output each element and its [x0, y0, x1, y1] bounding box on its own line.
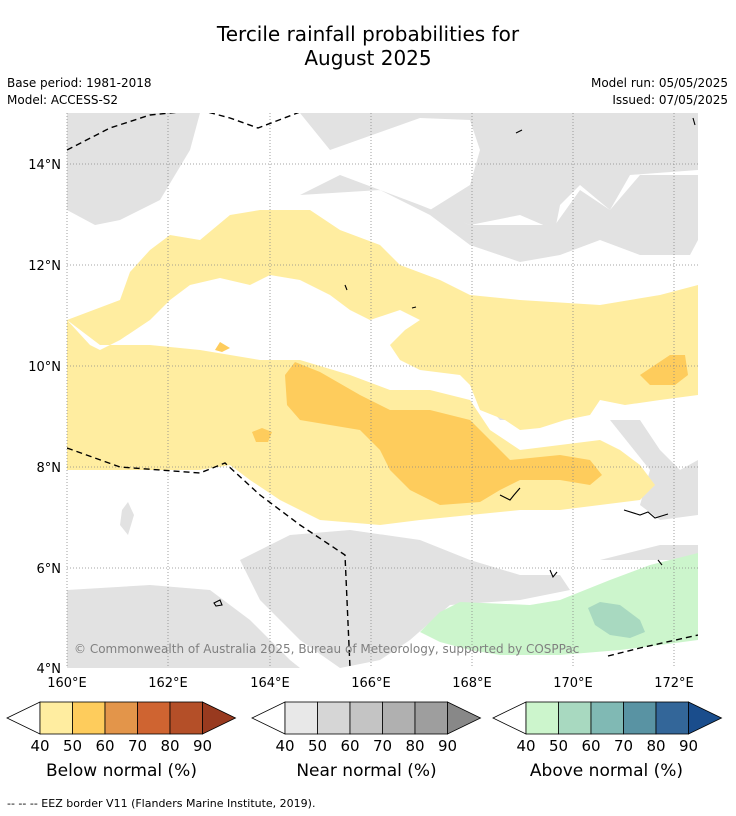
island-outlines: [213, 117, 696, 607]
lat-label-8: 8°N: [37, 461, 62, 476]
eez-footnote: -- -- -- EEZ border V11 (Flanders Marine…: [7, 797, 316, 810]
lon-label-164: 164°E: [250, 676, 290, 690]
below-normal-50-patch-small: [252, 428, 272, 442]
lon-label-162: 162°E: [148, 676, 188, 690]
probability-regions: [67, 113, 698, 668]
copyright-notice: © Commonwealth of Australia 2025, Bureau…: [74, 642, 579, 656]
near-normal-region-east-edge: [610, 420, 698, 520]
lat-label-4: 4°N: [37, 662, 62, 677]
lon-label-166: 166°E: [351, 676, 391, 690]
legend-tick-label: 90: [193, 737, 212, 755]
legend-swatch: [39, 701, 73, 735]
latitude-labels: 14°N 12°N 10°N 8°N 6°N 4°N: [28, 158, 61, 677]
legend-tick-label: 70: [614, 737, 633, 755]
legend-tick-label: 40: [516, 737, 535, 755]
legend-title-near: Near normal (%): [296, 761, 437, 781]
legend-swatch: [590, 701, 624, 735]
lat-label-12: 12°N: [28, 259, 61, 274]
near-normal-patch-west: [120, 502, 134, 535]
color-legends: 40 50 60 70 80 90 40 50 60 70 80 90 40 50 60 70 80 90: [6, 701, 723, 755]
legend-swatch: [382, 701, 416, 735]
legend-over-arrow: [202, 701, 237, 735]
legend-tick-label: 80: [646, 737, 665, 755]
legend-tick-label: 60: [581, 737, 600, 755]
forecast-map: 14°N 12°N 10°N 8°N 6°N 4°N 160°E 162°E 1…: [28, 113, 698, 690]
legend-tick-label: 90: [438, 737, 457, 755]
near-normal-region-north: [67, 113, 698, 230]
legend-swatch: [414, 701, 448, 735]
legend-tick-label: 80: [160, 737, 179, 755]
legend-swatch: [558, 701, 592, 735]
lat-label-10: 10°N: [28, 360, 61, 375]
legend-tick-label: 50: [63, 737, 82, 755]
issued-date: Issued: 07/05/2025: [612, 93, 728, 107]
legend-tick-label: 80: [405, 737, 424, 755]
below-normal-50-region: [285, 362, 602, 505]
near-normal-region-se: [600, 545, 698, 560]
model-name: Model: ACCESS-S2: [7, 93, 119, 107]
map-title: Tercile rainfall probabilities for Augus…: [0, 22, 736, 70]
legend-tick-label: 60: [340, 737, 359, 755]
longitude-labels: 160°E 162°E 164°E 166°E 168°E 170°E 172°…: [47, 676, 694, 690]
legend-tick-label: 40: [275, 737, 294, 755]
legend-above-normal: 40 50 60 70 80 90: [492, 701, 723, 755]
legend-under-arrow: [492, 701, 527, 735]
legend-swatch: [284, 701, 318, 735]
eez-borders: [67, 113, 698, 668]
title-line-1: Tercile rainfall probabilities for: [216, 22, 520, 46]
model-run: Model run: 05/05/2025: [590, 76, 728, 90]
legend-tick-label: 70: [373, 737, 392, 755]
legend-under-arrow: [6, 701, 41, 735]
legend-swatch: [655, 701, 689, 735]
legend-swatch: [72, 701, 106, 735]
legend-tick-label: 70: [128, 737, 147, 755]
legend-swatch: [623, 701, 657, 735]
below-normal-50-patch-east: [640, 355, 688, 385]
map-grid: [66, 113, 698, 668]
above-normal-50-region: [588, 602, 645, 638]
legend-near-normal: 40 50 60 70 80 90: [251, 701, 482, 755]
lon-label-160: 160°E: [47, 676, 87, 690]
title-line-2: August 2025: [304, 46, 432, 70]
below-normal-50-patch-tiny: [215, 342, 230, 352]
legend-tick-label: 90: [679, 737, 698, 755]
lat-label-14: 14°N: [28, 158, 61, 173]
legend-tick-label: 60: [95, 737, 114, 755]
near-normal-region-central-north: [300, 175, 698, 262]
base-period: Base period: 1981-2018: [7, 76, 152, 90]
legend-over-arrow: [688, 701, 723, 735]
legend-swatch: [137, 701, 171, 735]
legend-over-arrow: [447, 701, 482, 735]
legend-tick-label: 50: [549, 737, 568, 755]
near-normal-region-nw: [67, 113, 200, 225]
legend-tick-label: 50: [308, 737, 327, 755]
near-normal-region-sw: [67, 585, 300, 668]
legend-title-below: Below normal (%): [46, 761, 197, 781]
legend-swatch: [317, 701, 351, 735]
legend-title-above: Above normal (%): [529, 761, 684, 781]
lon-label-168: 168°E: [452, 676, 492, 690]
legend-swatch: [349, 701, 383, 735]
legend-below-normal: 40 50 60 70 80 90: [6, 701, 237, 755]
legend-tick-label: 40: [30, 737, 49, 755]
near-normal-region-south: [240, 530, 570, 668]
meta-right: Model run: 05/05/2025 Issued: 07/05/2025: [591, 75, 728, 109]
meta-left: Base period: 1981-2018 Model: ACCESS-S2: [7, 75, 152, 109]
legend-under-arrow: [251, 701, 286, 735]
legend-swatch: [169, 701, 203, 735]
legend-swatch: [525, 701, 559, 735]
lon-label-172: 172°E: [654, 676, 694, 690]
below-normal-40-region: [67, 210, 698, 525]
lat-label-6: 6°N: [37, 562, 62, 577]
legend-swatch: [104, 701, 138, 735]
lon-label-170: 170°E: [553, 676, 593, 690]
